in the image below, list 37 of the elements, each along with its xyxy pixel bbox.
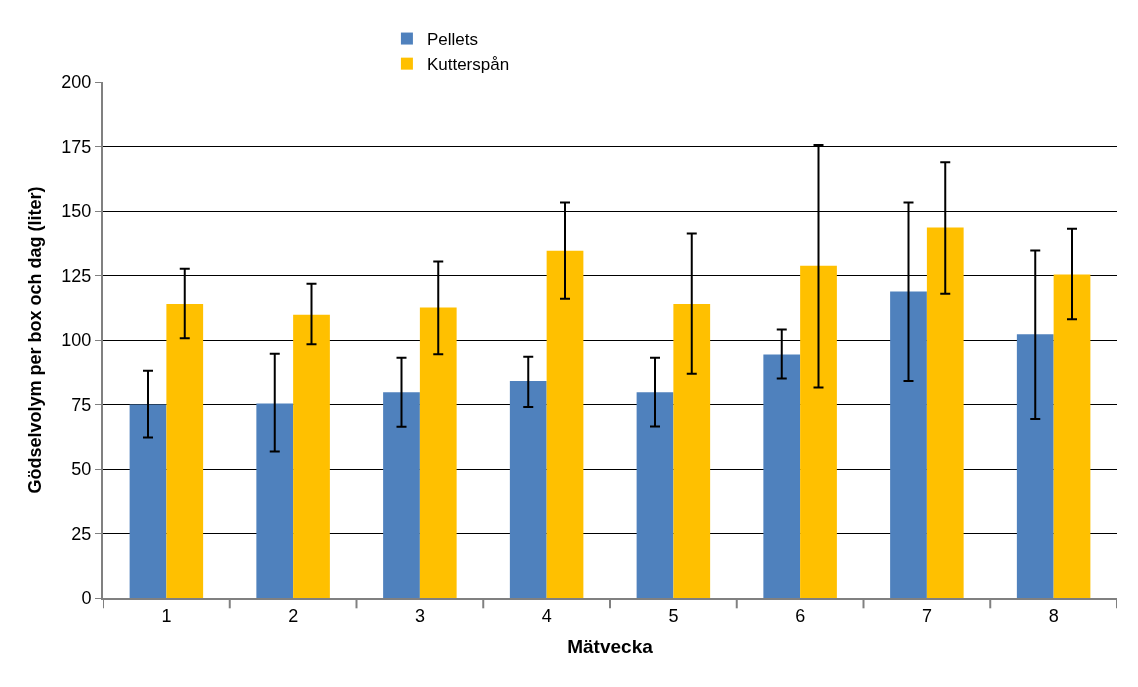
y-tick-label: 0 — [81, 588, 92, 609]
bar — [256, 403, 294, 598]
legend-label: Pellets — [426, 30, 478, 50]
bar — [763, 354, 801, 598]
x-tick-label: 1 — [161, 605, 172, 626]
x-tick-label: 7 — [921, 605, 932, 626]
bar — [509, 381, 547, 598]
x-tick-label: 5 — [668, 605, 679, 626]
bar — [1053, 274, 1091, 598]
x-tick-label: 2 — [288, 605, 299, 626]
y-tick-label: 200 — [61, 72, 92, 93]
x-tick-label: 3 — [414, 605, 425, 626]
y-tick-label: 125 — [61, 265, 92, 286]
x-tick-label: 4 — [541, 605, 552, 626]
y-tick-label: 175 — [61, 136, 92, 157]
bar — [166, 303, 204, 598]
bar — [383, 392, 420, 598]
bar — [926, 227, 964, 598]
bar — [800, 265, 837, 598]
y-tick-label: 150 — [61, 201, 92, 222]
x-axis-title: Mätvecka — [567, 635, 654, 657]
bar — [129, 404, 167, 598]
bar — [419, 307, 457, 598]
y-tick-label: 75 — [71, 394, 92, 415]
y-axis-title: Gödselvolym per box och dag (liter) — [25, 186, 46, 494]
bar — [293, 314, 330, 598]
x-tick-label: 8 — [1048, 605, 1059, 626]
legend-label: Kutterspån — [426, 55, 510, 75]
bar — [636, 392, 674, 598]
y-tick-label: 25 — [71, 523, 92, 544]
bar — [890, 291, 927, 598]
y-tick-label: 50 — [71, 459, 92, 480]
bar — [546, 250, 584, 598]
bar — [673, 303, 711, 598]
x-tick-label: 6 — [795, 605, 806, 626]
y-tick-label: 100 — [61, 330, 92, 351]
bar — [1016, 334, 1054, 598]
